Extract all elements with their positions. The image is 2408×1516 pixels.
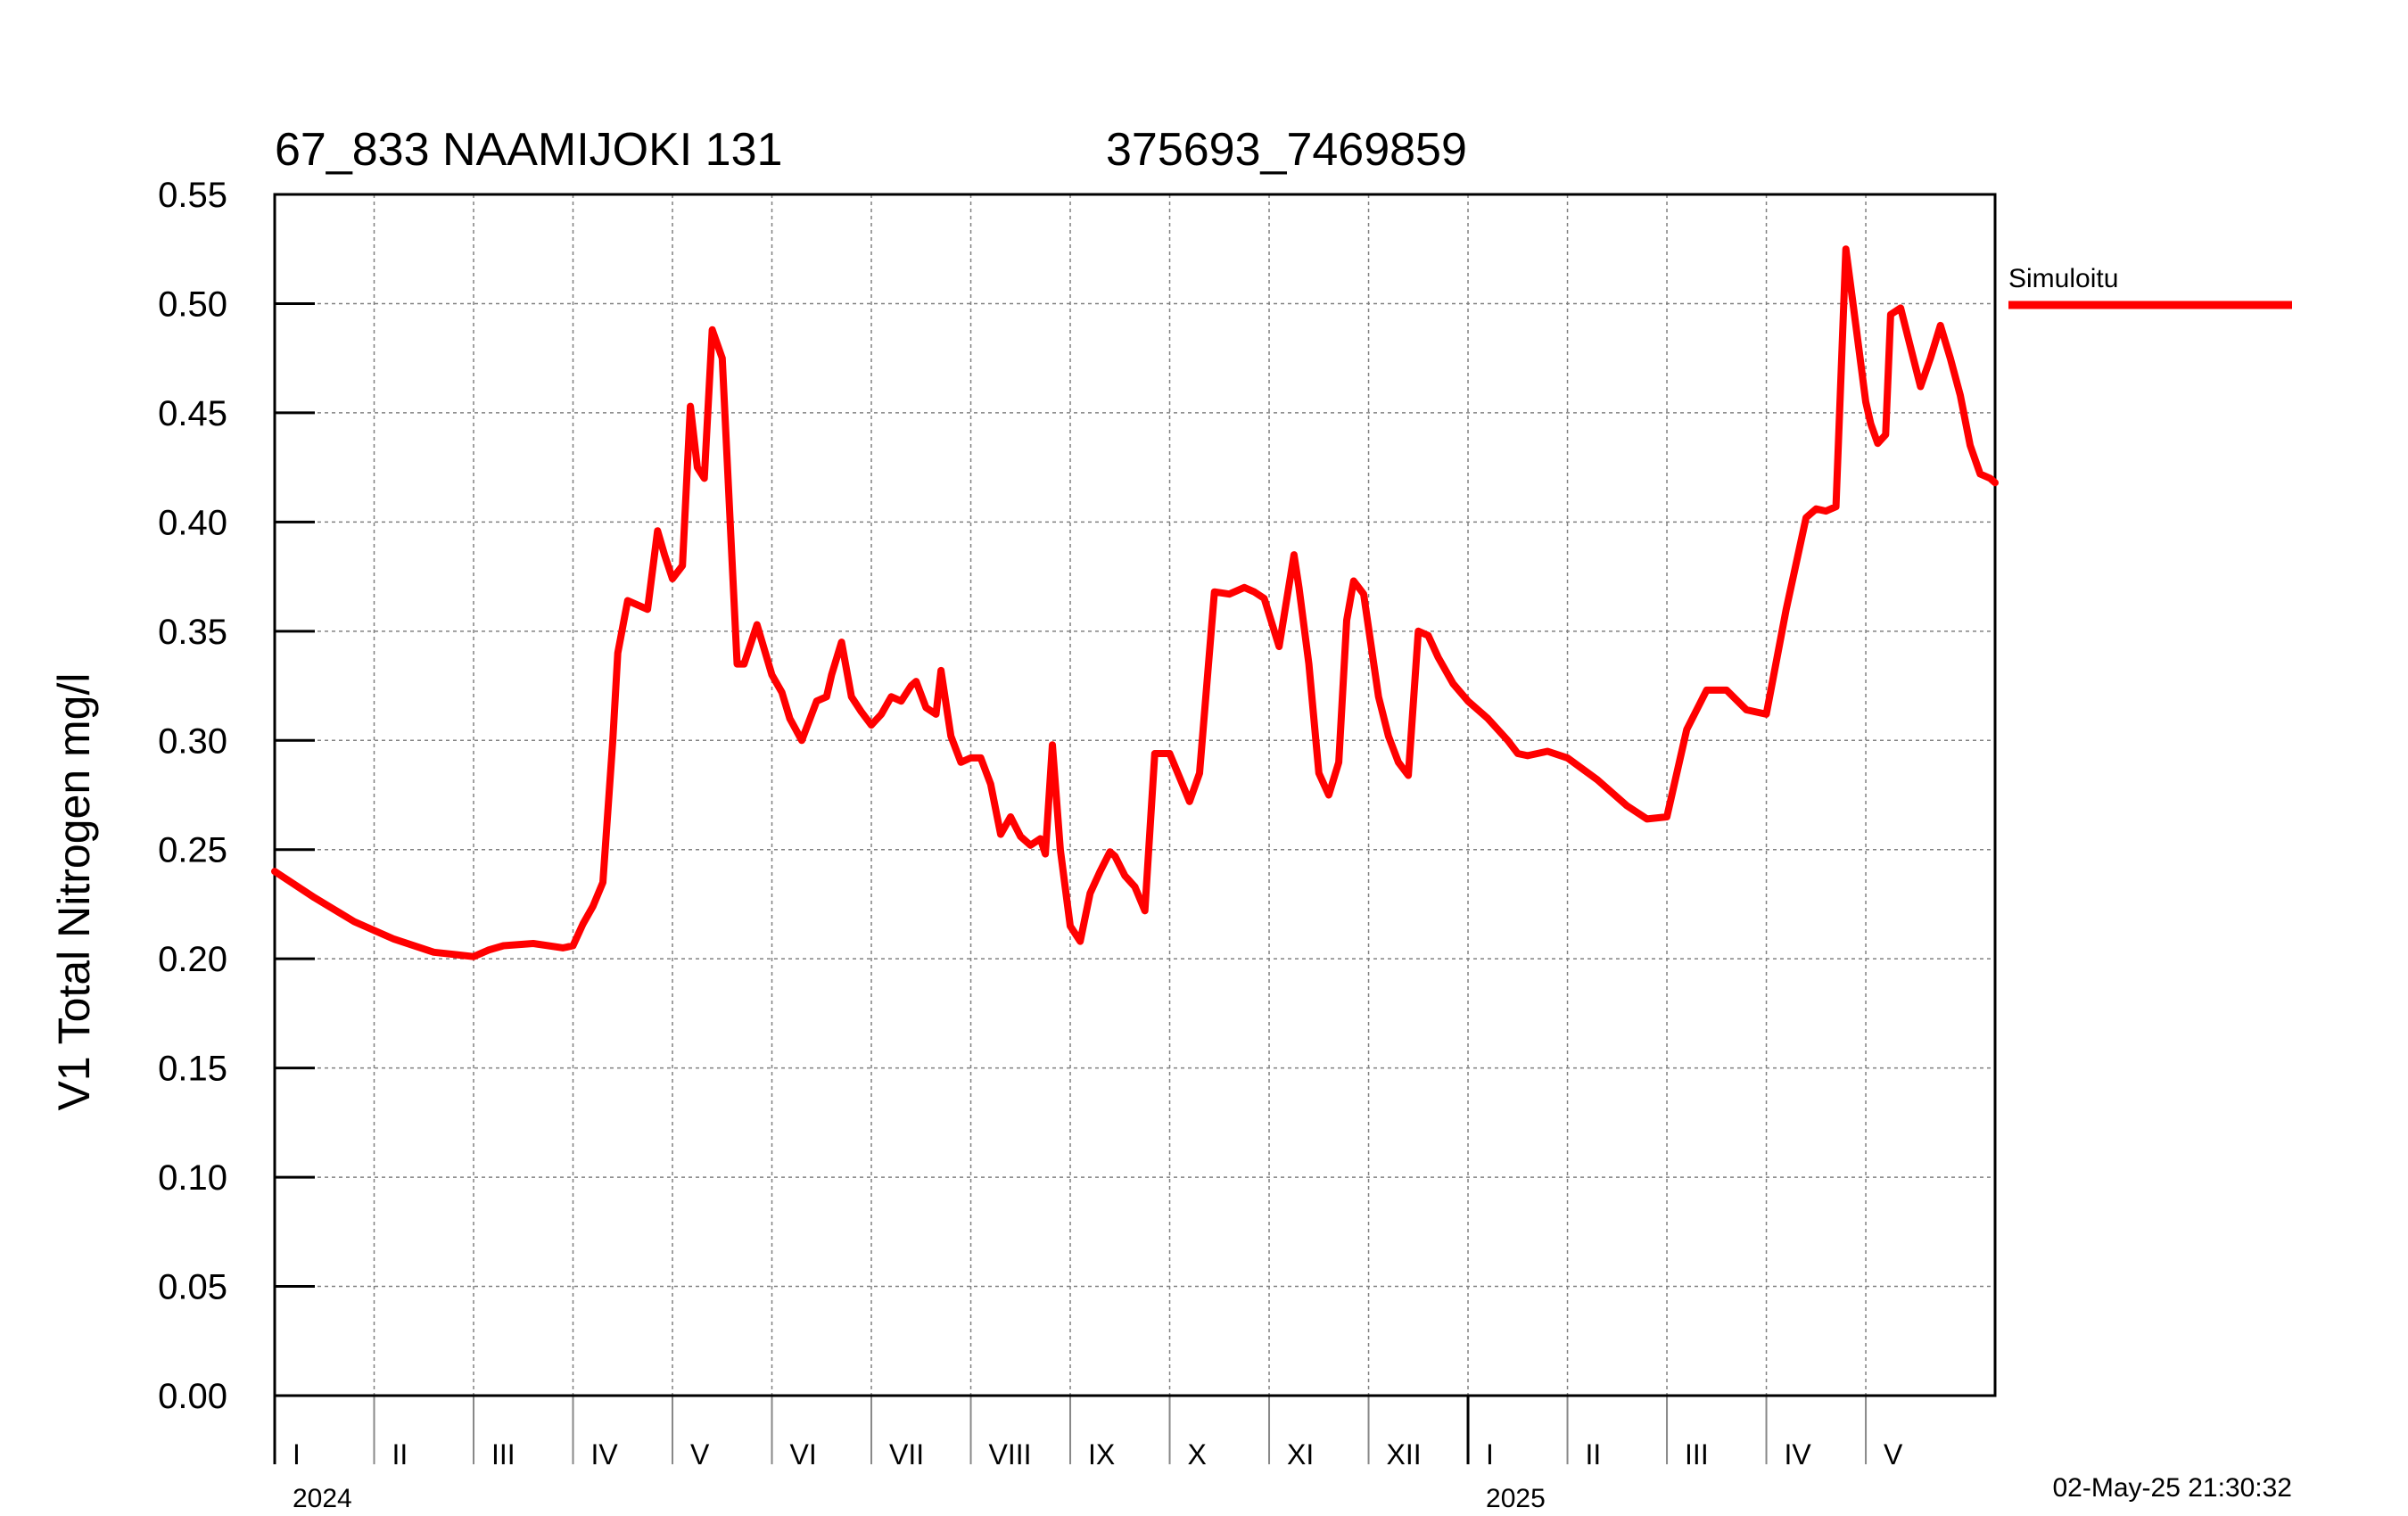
plot-frame xyxy=(273,193,1997,1397)
y-tick-label: 0.25 xyxy=(158,831,227,870)
month-label: I xyxy=(1486,1438,1494,1471)
month-label: IX xyxy=(1088,1438,1115,1471)
grid xyxy=(275,194,1995,1396)
month-label: II xyxy=(392,1438,408,1471)
y-tick-label: 0.30 xyxy=(158,721,227,761)
month-label: III xyxy=(1685,1438,1709,1471)
month-label: VII xyxy=(889,1438,924,1471)
month-label: IV xyxy=(591,1438,619,1471)
month-label: XI xyxy=(1287,1438,1314,1471)
y-tick-label: 0.10 xyxy=(158,1158,227,1198)
y-tick-label: 0.00 xyxy=(158,1377,227,1416)
month-label: X xyxy=(1188,1438,1207,1471)
y-tick-label: 0.05 xyxy=(158,1268,227,1307)
month-label: II xyxy=(1586,1438,1602,1471)
month-label: V xyxy=(690,1438,710,1471)
month-label: I xyxy=(293,1438,301,1471)
month-label: IV xyxy=(1785,1438,1812,1471)
month-label: XII xyxy=(1387,1438,1422,1471)
month-label: VIII xyxy=(989,1438,1032,1471)
y-tick-label: 0.20 xyxy=(158,940,227,979)
month-label: III xyxy=(491,1438,515,1471)
series-line-simuloitu xyxy=(271,245,1999,960)
y-tick-label: 0.40 xyxy=(158,503,227,542)
legend-label: Simuloitu xyxy=(2008,264,2118,293)
timestamp: 02-May-25 21:30:32 xyxy=(2052,1473,2292,1503)
chart-subtitle: 375693_7469859 xyxy=(1106,124,1467,176)
year-label: 2025 xyxy=(1486,1484,1546,1513)
y-tick-label: 0.50 xyxy=(158,284,227,324)
y-axis-label: V1 Total Nitrogen mg/l xyxy=(49,673,99,1111)
y-tick-label: 0.55 xyxy=(158,176,227,215)
y-axis: 0.00 0.05 0.10 0.15 0.20 0.25 0.30 0.35 0.40 0.45… xyxy=(158,176,315,1416)
month-label: V xyxy=(1884,1438,1903,1471)
legend: Simuloitu xyxy=(2008,264,2292,309)
chart-title: 67_833 NAAMIJOKI 131 xyxy=(275,124,782,176)
month-label: VI xyxy=(790,1438,817,1471)
y-tick-label: 0.15 xyxy=(158,1050,227,1089)
y-tick-label: 0.35 xyxy=(158,613,227,652)
year-label: 2024 xyxy=(293,1484,352,1513)
y-tick-label: 0.45 xyxy=(158,394,227,433)
